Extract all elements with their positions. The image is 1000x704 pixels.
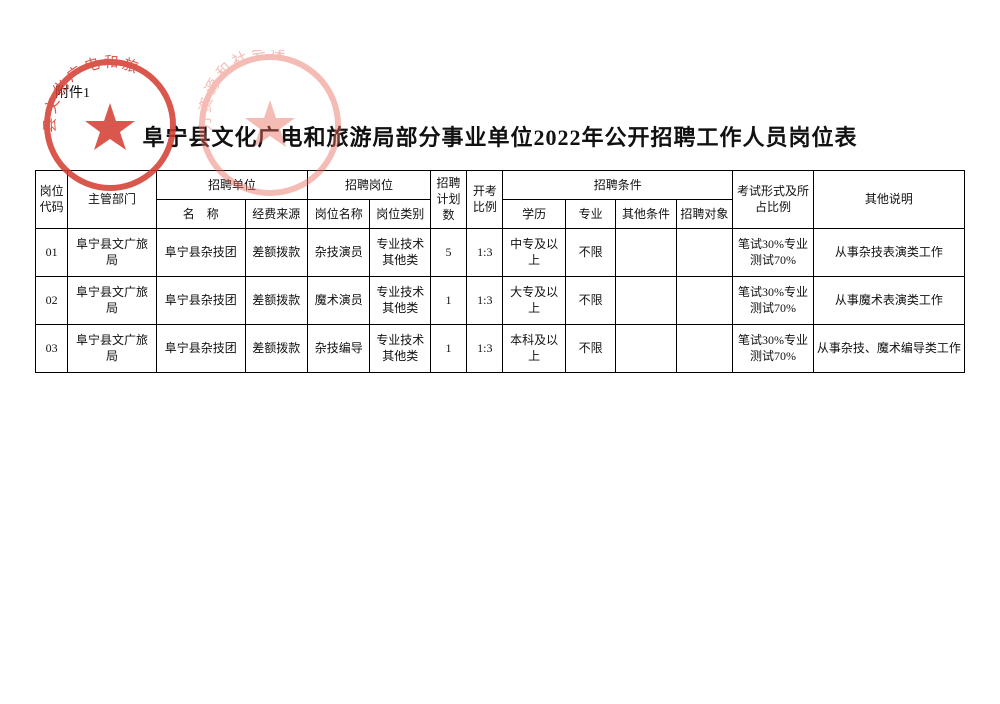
cell-fund: 差额拨款: [245, 276, 307, 324]
cell-other: [616, 276, 676, 324]
cell-post_type: 专业技术其他类: [370, 276, 430, 324]
cell-plan: 5: [430, 228, 466, 276]
cell-plan: 1: [430, 276, 466, 324]
cell-major: 不限: [565, 324, 615, 372]
th-unit-name: 名 称: [156, 199, 245, 228]
th-remark: 其他说明: [813, 171, 964, 229]
cell-remark: 从事杂技表演类工作: [813, 228, 964, 276]
cell-plan: 1: [430, 324, 466, 372]
cell-fund: 差额拨款: [245, 228, 307, 276]
cell-major: 不限: [565, 228, 615, 276]
th-post-type: 岗位类别: [370, 199, 430, 228]
cell-post_type: 专业技术其他类: [370, 228, 430, 276]
cell-code: 02: [36, 276, 68, 324]
page-title: 阜宁县文化广电和旅游局部分事业单位2022年公开招聘工作人员岗位表: [35, 120, 965, 152]
cell-fund: 差额拨款: [245, 324, 307, 372]
th-cond-group: 招聘条件: [503, 171, 733, 200]
th-cond-target: 招聘对象: [676, 199, 732, 228]
cell-code: 01: [36, 228, 68, 276]
cell-post_type: 专业技术其他类: [370, 324, 430, 372]
cell-target: [676, 228, 732, 276]
cell-edu: 本科及以上: [503, 324, 565, 372]
cell-post_name: 杂技演员: [308, 228, 370, 276]
cell-edu: 中专及以上: [503, 228, 565, 276]
cell-major: 不限: [565, 276, 615, 324]
table-header: 岗位代码 主管部门 招聘单位 招聘岗位 招聘计划数 开考比例 招聘条件 考试形式…: [36, 171, 965, 229]
cell-dept: 阜宁县文广旅局: [68, 324, 157, 372]
table-row: 01阜宁县文广旅局阜宁县杂技团差额拨款杂技演员专业技术其他类51:3中专及以上不…: [36, 228, 965, 276]
cell-dept: 阜宁县文广旅局: [68, 276, 157, 324]
cell-other: [616, 228, 676, 276]
cell-edu: 大专及以上: [503, 276, 565, 324]
th-cond-major: 专业: [565, 199, 615, 228]
th-plan: 招聘计划数: [430, 171, 466, 229]
cell-ratio: 1:3: [467, 276, 503, 324]
recruitment-table: 岗位代码 主管部门 招聘单位 招聘岗位 招聘计划数 开考比例 招聘条件 考试形式…: [35, 170, 965, 373]
cell-remark: 从事魔术表演类工作: [813, 276, 964, 324]
cell-remark: 从事杂技、魔术编导类工作: [813, 324, 964, 372]
th-dept: 主管部门: [68, 171, 157, 229]
cell-exam: 笔试30%专业测试70%: [733, 324, 814, 372]
th-post-name: 岗位名称: [308, 199, 370, 228]
th-post-group: 招聘岗位: [308, 171, 431, 200]
cell-other: [616, 324, 676, 372]
th-unit-fund: 经费来源: [245, 199, 307, 228]
th-unit-group: 招聘单位: [156, 171, 307, 200]
table-body: 01阜宁县文广旅局阜宁县杂技团差额拨款杂技演员专业技术其他类51:3中专及以上不…: [36, 228, 965, 372]
cell-unit: 阜宁县杂技团: [156, 228, 245, 276]
attachment-label: 附件1: [55, 82, 90, 102]
cell-unit: 阜宁县杂技团: [156, 324, 245, 372]
th-exam: 考试形式及所占比例: [733, 171, 814, 229]
cell-ratio: 1:3: [467, 324, 503, 372]
th-code: 岗位代码: [36, 171, 68, 229]
th-cond-other: 其他条件: [616, 199, 676, 228]
table-row: 02阜宁县文广旅局阜宁县杂技团差额拨款魔术演员专业技术其他类11:3大专及以上不…: [36, 276, 965, 324]
cell-target: [676, 276, 732, 324]
th-cond-edu: 学历: [503, 199, 565, 228]
cell-code: 03: [36, 324, 68, 372]
table-row: 03阜宁县文广旅局阜宁县杂技团差额拨款杂技编导专业技术其他类11:3本科及以上不…: [36, 324, 965, 372]
cell-ratio: 1:3: [467, 228, 503, 276]
cell-post_name: 魔术演员: [308, 276, 370, 324]
cell-post_name: 杂技编导: [308, 324, 370, 372]
cell-exam: 笔试30%专业测试70%: [733, 276, 814, 324]
cell-dept: 阜宁县文广旅局: [68, 228, 157, 276]
cell-target: [676, 324, 732, 372]
page: 附件1 县文化广电和旅 力资源和社会保 阜宁县文化广电和旅游局部分事业单位202…: [0, 0, 1000, 704]
th-ratio: 开考比例: [467, 171, 503, 229]
cell-unit: 阜宁县杂技团: [156, 276, 245, 324]
cell-exam: 笔试30%专业测试70%: [733, 228, 814, 276]
